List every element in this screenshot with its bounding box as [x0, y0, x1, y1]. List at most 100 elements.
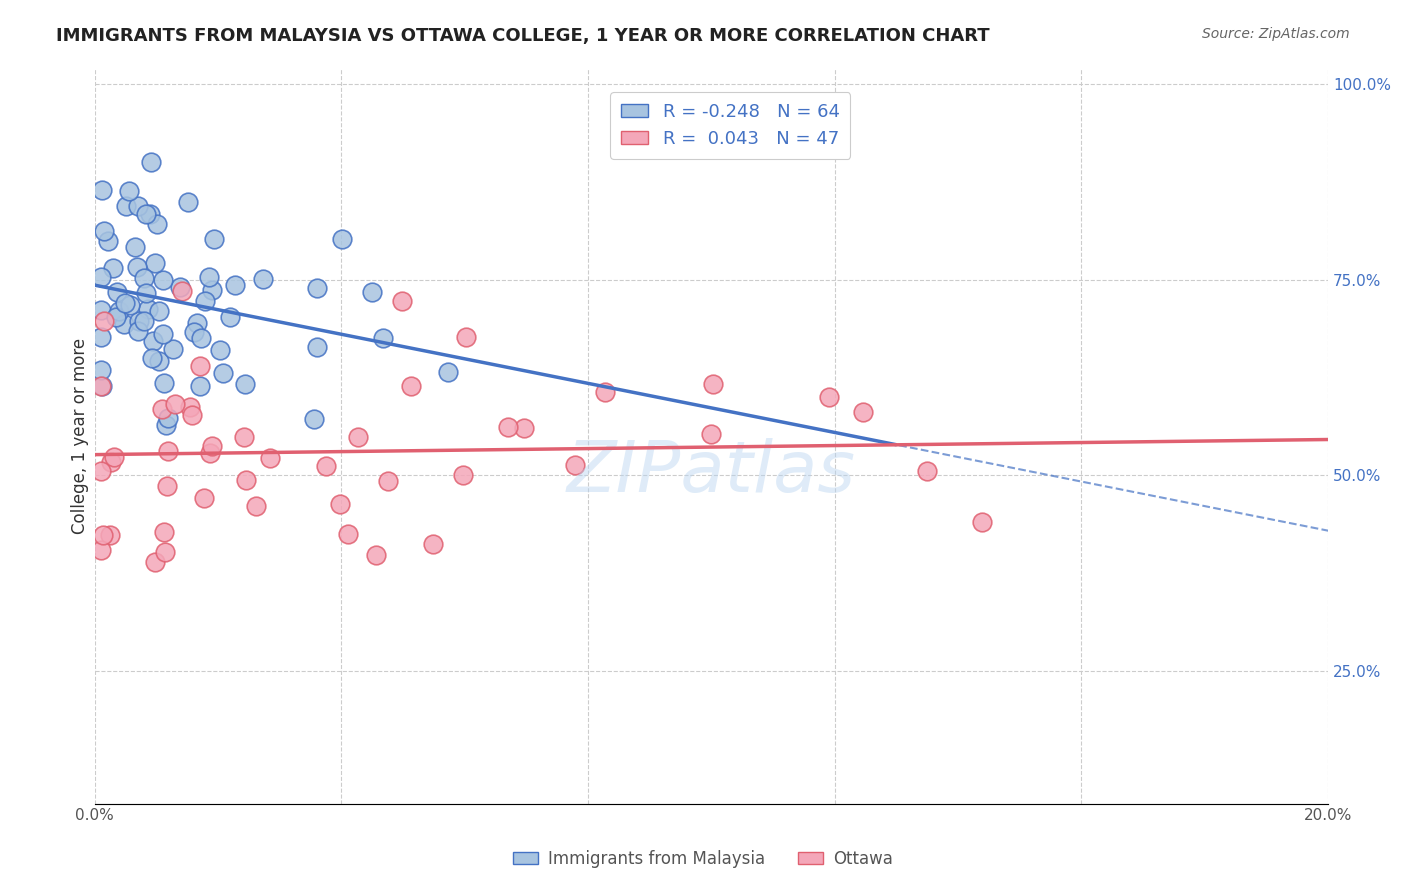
Point: [595, 385, 617, 400]
Point: [91, 379, 114, 393]
Point: [194, 293, 217, 308]
Y-axis label: College, 1 year or more: College, 1 year or more: [72, 338, 89, 534]
Point: [108, 304, 131, 318]
Point: [98, 528, 121, 542]
Point: [90, 543, 112, 558]
Point: [245, 499, 267, 513]
Point: [134, 314, 156, 328]
Point: [332, 232, 354, 246]
Point: [336, 526, 359, 541]
Point: [152, 327, 174, 342]
Text: ZIPatlas: ZIPatlas: [567, 438, 856, 508]
Point: [347, 430, 370, 444]
Point: [371, 331, 394, 345]
Point: [201, 283, 224, 297]
Point: [124, 240, 146, 254]
Point: [103, 260, 125, 275]
Point: [153, 544, 176, 558]
Point: [496, 420, 519, 434]
Point: [179, 400, 201, 414]
Point: [700, 427, 723, 442]
Point: [128, 314, 150, 328]
Point: [364, 548, 387, 562]
Point: [100, 455, 122, 469]
Point: [436, 365, 458, 379]
Point: [391, 294, 413, 309]
Point: [252, 271, 274, 285]
Point: [201, 439, 224, 453]
Point: [202, 232, 225, 246]
Point: [112, 317, 135, 331]
Point: [143, 255, 166, 269]
Text: IMMIGRANTS FROM MALAYSIA VS OTTAWA COLLEGE, 1 YEAR OR MORE CORRELATION CHART: IMMIGRANTS FROM MALAYSIA VS OTTAWA COLLE…: [56, 27, 990, 45]
Point: [818, 390, 841, 404]
Point: [135, 207, 157, 221]
Point: [97, 235, 120, 249]
Point: [198, 270, 221, 285]
Point: [153, 525, 176, 540]
Point: [156, 443, 179, 458]
Point: [156, 479, 179, 493]
Point: [127, 199, 149, 213]
Point: [177, 194, 200, 209]
Point: [852, 405, 875, 419]
Point: [399, 379, 422, 393]
Point: [90, 183, 112, 197]
Point: [453, 467, 475, 482]
Point: [157, 410, 180, 425]
Point: [135, 286, 157, 301]
Point: [139, 155, 162, 169]
Point: [512, 421, 534, 435]
Point: [915, 464, 938, 478]
Point: [198, 446, 221, 460]
Point: [208, 343, 231, 357]
Point: [183, 325, 205, 339]
Point: [127, 324, 149, 338]
Point: [93, 314, 115, 328]
Point: [105, 285, 128, 299]
Point: [136, 302, 159, 317]
Point: [90, 378, 112, 392]
Point: [702, 376, 724, 391]
Point: [90, 464, 112, 478]
Point: [172, 285, 194, 299]
Point: [224, 278, 246, 293]
Point: [163, 397, 186, 411]
Point: [148, 304, 170, 318]
Point: [93, 224, 115, 238]
Point: [90, 330, 112, 344]
Point: [219, 310, 242, 324]
Point: [90, 302, 112, 317]
Point: [125, 260, 148, 275]
Point: [307, 340, 329, 354]
Point: [139, 207, 162, 221]
Point: [315, 459, 337, 474]
Point: [235, 473, 257, 487]
Point: [422, 537, 444, 551]
Point: [118, 184, 141, 198]
Point: [305, 281, 328, 295]
Point: [259, 451, 281, 466]
Point: [91, 528, 114, 542]
Legend: Immigrants from Malaysia, Ottawa: Immigrants from Malaysia, Ottawa: [506, 844, 900, 875]
Point: [329, 497, 352, 511]
Point: [564, 458, 586, 472]
Point: [972, 515, 994, 529]
Point: [142, 334, 165, 348]
Point: [235, 376, 257, 391]
Point: [152, 273, 174, 287]
Point: [152, 376, 174, 390]
Legend: R = -0.248   N = 64, R =  0.043   N = 47: R = -0.248 N = 64, R = 0.043 N = 47: [610, 92, 851, 159]
Point: [90, 363, 112, 377]
Point: [148, 353, 170, 368]
Point: [155, 418, 177, 433]
Point: [361, 285, 384, 299]
Point: [162, 343, 184, 357]
Point: [114, 296, 136, 310]
Point: [188, 379, 211, 393]
Point: [115, 199, 138, 213]
Point: [212, 366, 235, 380]
Point: [145, 556, 167, 570]
Point: [146, 217, 169, 231]
Point: [454, 330, 477, 344]
